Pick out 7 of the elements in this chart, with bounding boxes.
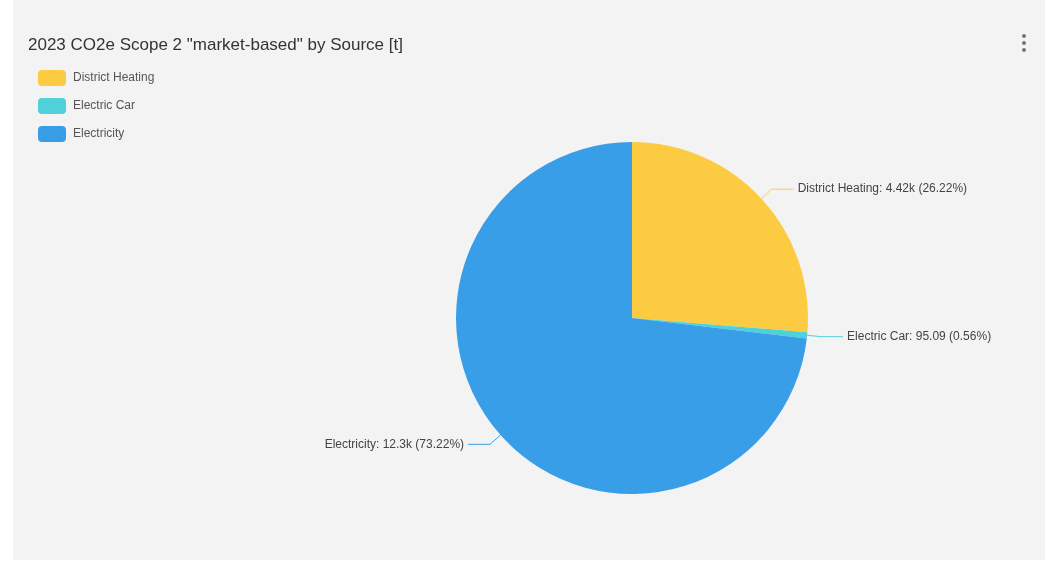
data-label: District Heating: 4.42k (26.22%) (797, 181, 968, 196)
legend-label: Electricity (73, 126, 125, 141)
legend-label: District Heating (73, 70, 155, 85)
data-label: Electric Car: 95.09 (0.56%) (847, 329, 992, 344)
data-label: Electricity: 12.3k (73.22%) (324, 436, 465, 451)
legend-label: Electric Car (73, 98, 136, 113)
chart-title: 2023 CO2e Scope 2 "market-based" by Source [t] (28, 34, 403, 54)
